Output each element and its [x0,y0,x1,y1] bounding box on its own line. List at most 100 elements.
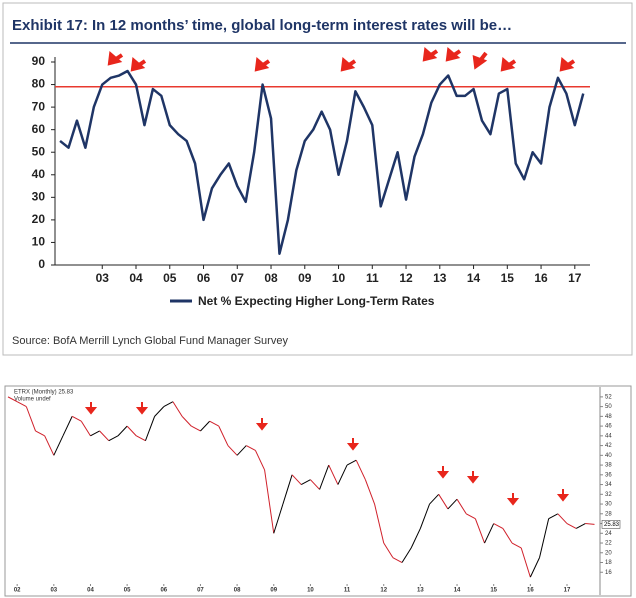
x-tick-label: 11 [344,588,351,594]
series-segment [236,445,247,456]
series-segment [511,542,522,549]
series-segment [566,523,577,529]
x-tick-label: 03 [96,271,110,285]
arrow [556,489,570,502]
series-segment [62,416,73,437]
x-tick-label: 11 [366,271,379,285]
x-tick-label: 06 [160,588,167,594]
y-tick-label: 40 [605,453,612,459]
series-segment [144,416,156,441]
y-tick-label: 50 [605,404,612,410]
series-segment [163,401,174,408]
arrow [130,57,147,72]
series-segment [25,406,36,432]
arrow [254,57,271,72]
series-segment [108,435,119,442]
y-tick-label: 60 [32,122,46,136]
y-tick-label: 34 [605,482,612,488]
arrow [445,47,462,62]
x-tick-label: 15 [490,588,497,594]
chart-frame [2,2,633,356]
x-tick-label: 08 [234,588,241,594]
y-tick-label: 36 [605,472,612,478]
series-segment [154,406,165,417]
series-segment [539,518,550,558]
series-segment [80,420,91,437]
y-tick-label: 30 [605,502,612,508]
y-tick-label: 16 [605,570,612,576]
legend-label: Net % Expecting Higher Long-Term Rates [198,294,435,308]
x-tick-label: 10 [332,271,346,285]
y-tick-label: 90 [32,54,46,68]
series-segment [301,479,311,486]
series-segment [493,523,504,529]
x-tick-label: 08 [264,271,278,285]
series-line [59,69,585,255]
series-segment [7,396,18,403]
series-segment [447,498,458,510]
series-segment [209,420,220,427]
x-tick-label: 04 [129,271,143,285]
series-segment [337,464,348,485]
y-tick-label: 22 [605,541,612,547]
x-tick-label: 05 [163,271,177,285]
x-tick-label: 14 [467,271,481,285]
series-segment [264,469,275,534]
x-tick-label: 12 [399,271,413,285]
series-segment [191,425,201,432]
x-tick-label: 13 [433,271,447,285]
series-segment [227,445,238,456]
series-segment [44,435,55,456]
y-tick-label: 30 [32,190,46,204]
series-segment [484,523,495,544]
series-segment [465,513,476,520]
series-segment [136,435,146,442]
series-segment [246,445,256,451]
series-segment [218,425,229,446]
series-segment [474,518,486,544]
x-tick-label: 07 [231,271,245,285]
series-segment [374,503,385,544]
series-segment [575,523,586,529]
last-value-box [601,520,621,529]
arrow [466,471,480,484]
series-segment [254,450,266,471]
series-segment [456,498,467,515]
series-segment [319,464,330,490]
arrow [84,402,98,415]
x-tick-label: 07 [197,588,204,594]
x-tick-label: 13 [417,588,424,594]
series-segment [90,430,100,437]
arrow [255,418,269,431]
x-tick-label: 09 [270,588,277,594]
series-segment [200,420,210,432]
x-tick-label: 03 [50,588,57,594]
y-tick-label: 0 [38,257,45,271]
series-segment [117,425,128,437]
y-tick-label: 32 [605,492,612,498]
series-segment [355,459,366,480]
y-tick-label: 52 [605,394,612,400]
arrow [472,51,488,70]
arrow [346,438,360,451]
last-value-label: 25.83 [604,522,620,528]
series-segment [364,479,376,505]
series-segment [328,464,339,485]
series-segment [346,459,357,466]
x-tick-label: 10 [307,588,314,594]
y-tick-label: 10 [32,235,46,249]
y-tick-label: 42 [605,443,612,449]
arrow [107,51,124,66]
x-tick-label: 09 [298,271,312,285]
series-segment [410,528,421,549]
arrow [135,402,149,415]
series-segment [273,503,284,534]
source: Source: BofA Merrill Lynch Global Fund M… [12,335,288,347]
y-tick-label: 18 [605,560,612,566]
series-segment [529,557,540,578]
x-tick-label: 14 [454,588,461,594]
series-segment [520,547,531,578]
x-tick-label: 04 [87,588,94,594]
